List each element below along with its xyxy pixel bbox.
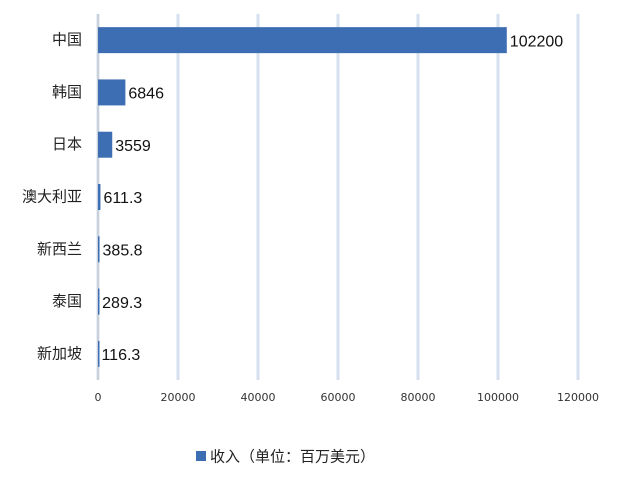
x-tick-label: 60000 [321,391,356,404]
bar [98,236,100,263]
y-tick-label: 泰国 [52,292,82,310]
bar [98,79,126,106]
y-tick-label: 澳大利亚 [22,188,82,206]
x-tick-label: 0 [95,391,102,404]
value-label: 385.8 [103,243,143,260]
value-label: 289.3 [102,295,142,312]
legend-swatch [196,451,206,461]
y-tick-label: 中国 [52,31,82,49]
x-tick-label: 100000 [477,391,519,404]
value-label: 611.3 [103,190,142,207]
bar [98,340,100,367]
value-label: 102200 [510,33,563,50]
x-tick-label: 40000 [241,391,276,404]
value-label: 116.3 [101,347,140,364]
legend-label: 收入（单位：百万美元） [210,448,375,466]
y-tick-label: 日本 [52,135,82,153]
x-tick-label: 80000 [401,391,436,404]
x-tick-label: 120000 [557,391,599,404]
y-tick-label: 新加坡 [37,344,82,362]
bar [98,184,101,210]
value-label: 6846 [128,86,164,103]
bar [98,131,113,158]
y-tick-label: 韩国 [52,83,82,101]
value-label: 3559 [115,138,151,155]
x-tick-label: 20000 [161,391,196,404]
y-tick-label: 新西兰 [37,240,82,258]
bar [98,27,507,54]
bar [98,288,100,315]
